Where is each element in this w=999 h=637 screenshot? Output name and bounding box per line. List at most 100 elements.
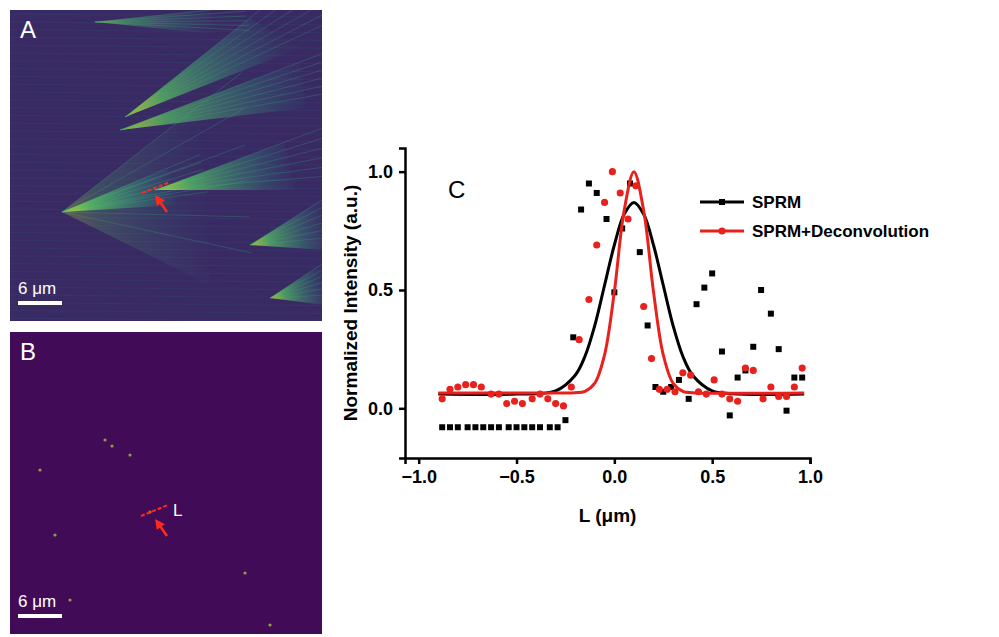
data-point (791, 383, 798, 390)
fringe-ray (155, 176, 322, 190)
data-point (645, 322, 651, 328)
data-point (480, 424, 486, 430)
data-point (648, 355, 655, 362)
data-point (547, 424, 553, 430)
panel-label: A (20, 16, 36, 43)
data-point (570, 334, 576, 340)
data-point (472, 424, 478, 430)
data-point (799, 375, 805, 381)
figure: A6 μmB6 μmL−1.0−0.50.00.51.00.00.51.0L (… (0, 0, 999, 637)
tick-label: 0.0 (602, 467, 627, 487)
fringe-ray (250, 215, 322, 245)
data-point (552, 400, 559, 407)
tick-label: −0.5 (499, 467, 535, 487)
data-point (783, 393, 790, 400)
data-point (470, 381, 477, 388)
data-point (719, 349, 725, 355)
data-point (679, 369, 686, 376)
fringe-ray (155, 156, 322, 190)
data-point (560, 402, 567, 409)
data-point (718, 391, 725, 398)
data-point (758, 287, 764, 293)
fringe-ray (270, 277, 322, 298)
fit-line (438, 172, 804, 394)
speck (103, 438, 106, 441)
data-point (521, 424, 527, 430)
fringe-ray (95, 16, 247, 22)
data-point (767, 383, 774, 390)
data-point (676, 377, 682, 383)
data-point (578, 207, 584, 213)
speck (110, 444, 113, 447)
scale-bar-label: 6 μm (18, 592, 56, 611)
data-point (495, 391, 502, 398)
texture (10, 279, 322, 282)
fringe-ray (270, 260, 322, 298)
fringe-ray (95, 10, 245, 22)
tick: −1.0 (401, 458, 437, 487)
data-point (664, 386, 671, 393)
image-background (10, 332, 322, 634)
data-point (701, 285, 707, 291)
tick-mark (711, 458, 714, 464)
panel-label: C (448, 176, 465, 203)
tick-mark (809, 458, 812, 464)
data-point (617, 189, 624, 196)
scale-bar (18, 614, 62, 618)
tick-mark (399, 289, 405, 292)
data-point (462, 381, 469, 388)
fringe-ray (62, 73, 241, 212)
data-point (439, 395, 446, 402)
x-axis: −1.0−0.50.00.51.0 (401, 458, 823, 487)
y-axis-title: Normalized Intensity (a.u.) (340, 185, 361, 421)
data-point (455, 424, 461, 430)
data-point (496, 424, 502, 430)
data-point (791, 375, 797, 381)
fringe-ray (155, 128, 322, 190)
data-point (727, 412, 733, 418)
data-point (465, 424, 471, 430)
data-point (454, 383, 461, 390)
data-point (656, 386, 663, 393)
data-point (593, 241, 600, 248)
tick-label: 0.5 (368, 280, 393, 300)
data-point (536, 391, 543, 398)
profile-line (142, 182, 170, 193)
data-point (711, 376, 718, 383)
arrow (158, 523, 167, 536)
fringe-ray (120, 78, 322, 130)
tick: 0.5 (700, 458, 725, 487)
data-point (568, 383, 575, 390)
fringe-ray (250, 184, 322, 245)
fringe-ray (250, 194, 322, 245)
texture (10, 310, 322, 313)
fringe-ray (270, 286, 322, 298)
data-point (799, 365, 806, 372)
axis-line (399, 149, 406, 459)
data-point (637, 249, 643, 255)
data-point (687, 372, 694, 379)
fringe-ray (270, 251, 322, 298)
tick-label: 0.0 (368, 399, 393, 419)
legend: SPRMSPRM+Deconvolution (700, 193, 929, 241)
fringe-ray (95, 22, 250, 30)
fringe-ray (95, 22, 249, 26)
data-point (735, 375, 741, 381)
data-point (742, 365, 749, 372)
texture (10, 264, 322, 267)
texture (10, 271, 322, 274)
data-point (604, 216, 610, 222)
data-point (709, 270, 715, 276)
data-point (488, 391, 495, 398)
scale-bar-label: 6 μm (18, 279, 56, 298)
fringe-ray (250, 205, 322, 245)
data-point (555, 424, 561, 430)
panel-b-image (10, 332, 322, 634)
data-point (671, 388, 678, 395)
data-point (447, 424, 453, 430)
data-point (506, 424, 512, 430)
data-point (511, 398, 518, 405)
fringe-ray (270, 294, 322, 298)
data-point (478, 383, 485, 390)
fringe-ray (155, 166, 322, 190)
